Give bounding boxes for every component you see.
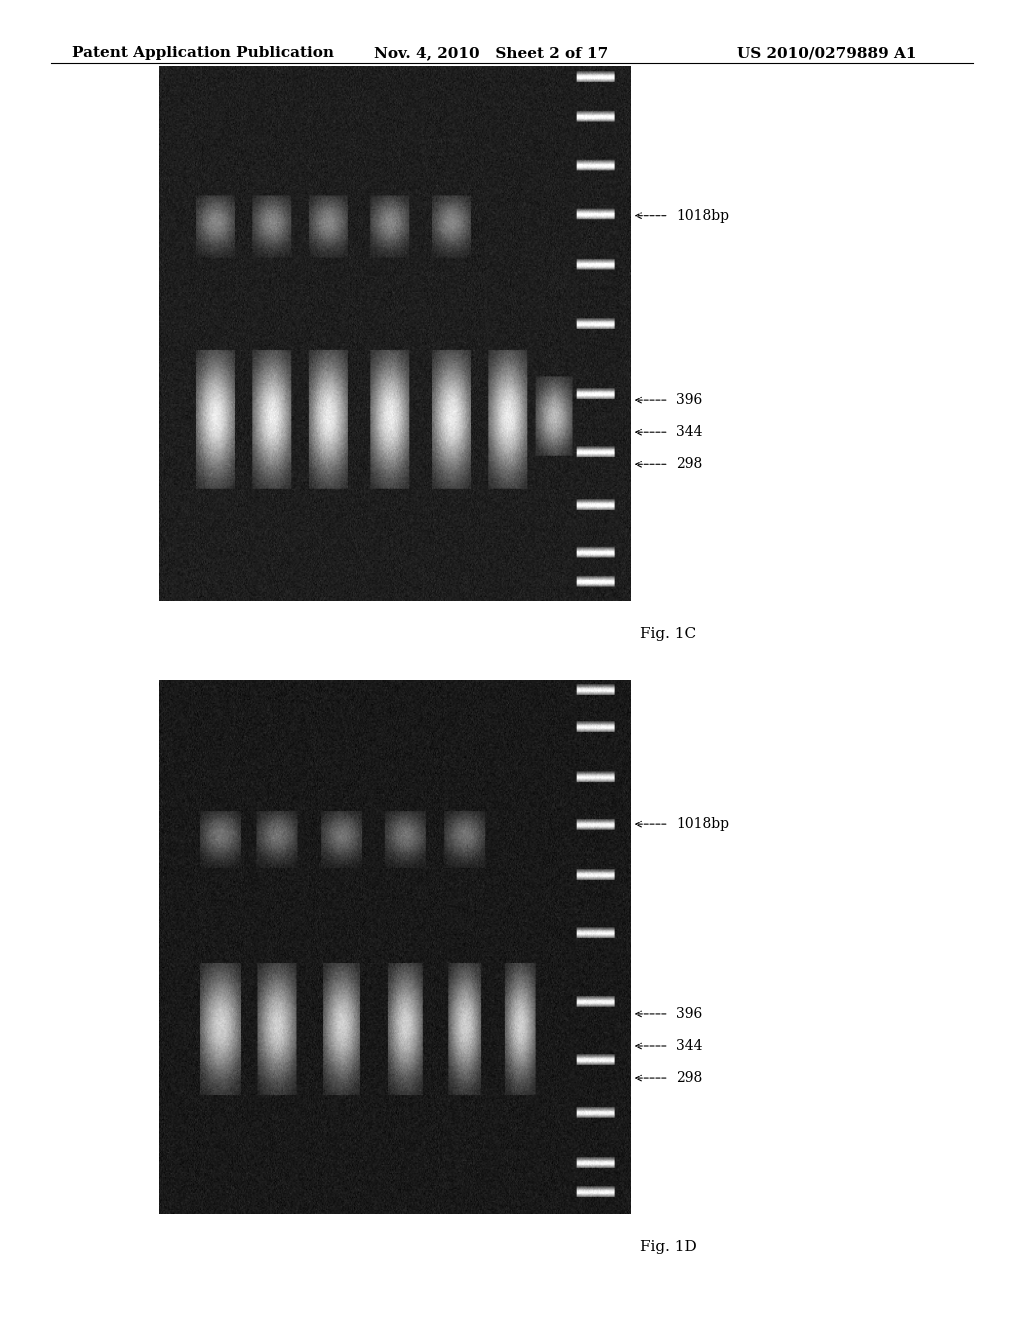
- Text: Patent Application Publication: Patent Application Publication: [72, 46, 334, 61]
- Text: 396: 396: [676, 1007, 702, 1020]
- Text: Fig. 1C: Fig. 1C: [640, 627, 696, 640]
- Text: 396: 396: [676, 393, 702, 407]
- Text: 298: 298: [676, 1071, 702, 1085]
- Text: US 2010/0279889 A1: US 2010/0279889 A1: [737, 46, 916, 61]
- Text: Fig. 1D: Fig. 1D: [640, 1241, 696, 1254]
- Text: 344: 344: [676, 1039, 702, 1053]
- Text: 1018bp: 1018bp: [676, 209, 729, 223]
- Text: 344: 344: [676, 425, 702, 440]
- Text: 298: 298: [676, 457, 702, 471]
- Text: 1018bp: 1018bp: [676, 817, 729, 832]
- Text: Nov. 4, 2010   Sheet 2 of 17: Nov. 4, 2010 Sheet 2 of 17: [374, 46, 608, 61]
